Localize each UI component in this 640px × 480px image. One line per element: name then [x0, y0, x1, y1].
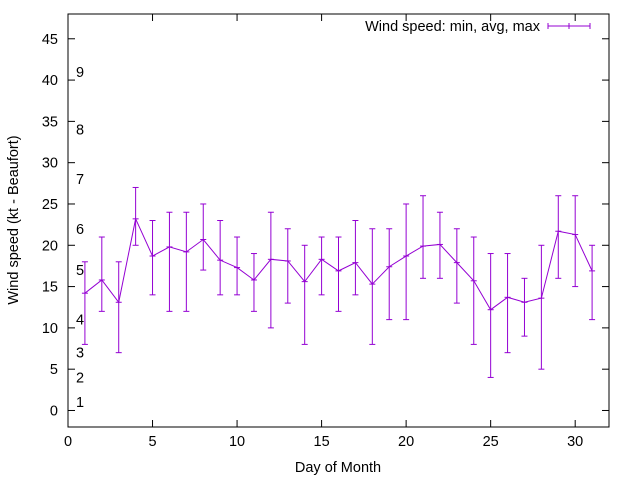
y-tick-label: 30 — [42, 156, 58, 172]
y-tick-label: 0 — [50, 403, 58, 419]
beaufort-labels: 1 2 3 4 5 6 7 8 9 — [76, 65, 84, 411]
y-tick-label: 25 — [42, 197, 58, 213]
beaufort-label: 1 — [76, 395, 84, 411]
x-tick-label: 30 — [567, 434, 583, 450]
y-tick-label: 45 — [42, 32, 58, 48]
y-tick-label: 15 — [42, 280, 58, 296]
x-tick-label: 20 — [398, 434, 414, 450]
series-group — [81, 186, 596, 378]
x-tick-label: 15 — [314, 434, 330, 450]
y-tick-label: 5 — [50, 362, 58, 378]
x-tick-label: 5 — [148, 434, 156, 450]
beaufort-label: 7 — [76, 172, 84, 188]
beaufort-label: 6 — [76, 222, 84, 238]
beaufort-label: 3 — [76, 346, 84, 362]
legend-label: Wind speed: min, avg, max — [365, 19, 541, 35]
y-tick-label: 20 — [42, 238, 58, 254]
beaufort-label: 5 — [76, 263, 84, 279]
x-axis-label: Day of Month — [295, 460, 381, 476]
beaufort-label: 8 — [76, 123, 84, 139]
y-tick-label: 40 — [42, 73, 58, 89]
y-tick-label: 35 — [42, 114, 58, 130]
y-axis-label: Wind speed (kt - Beaufort) — [6, 135, 22, 304]
beaufort-label: 9 — [76, 65, 84, 81]
beaufort-label: 4 — [76, 313, 84, 329]
x-tick-label: 0 — [64, 434, 72, 450]
plot-border — [67, 13, 610, 428]
x-tick-label: 10 — [229, 434, 245, 450]
legend: Wind speed: min, avg, max — [365, 19, 591, 35]
beaufort-label: 2 — [76, 370, 84, 386]
y-tick-label: 10 — [42, 321, 58, 337]
x-tick-label: 25 — [483, 434, 499, 450]
